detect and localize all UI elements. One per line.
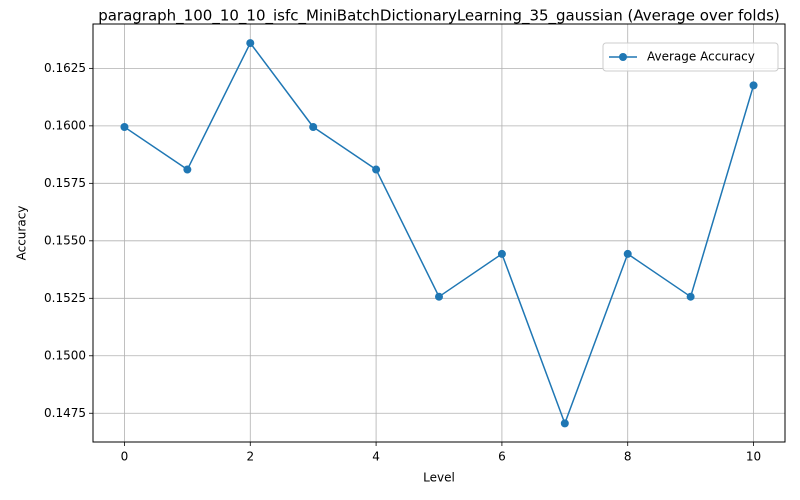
chart-title: paragraph_100_10_10_isfc_MiniBatchDictio… [98, 7, 780, 26]
x-axis-label: Level [423, 471, 455, 485]
data-point [372, 165, 381, 174]
x-tick-label: 8 [624, 450, 632, 464]
y-tick-label: 0.1575 [44, 176, 86, 190]
y-tick-label: 0.1550 [44, 233, 86, 247]
data-point [120, 123, 129, 132]
data-point [497, 249, 506, 258]
data-point [560, 419, 569, 428]
y-axis-label: Accuracy [15, 206, 29, 261]
data-point [435, 292, 443, 301]
plot-frame [92, 23, 786, 443]
data-point [183, 165, 192, 174]
legend-box [602, 42, 779, 72]
data-point [749, 81, 758, 90]
legend-marker-swatch [619, 53, 627, 61]
data-point [686, 292, 695, 301]
series-line [124, 42, 755, 425]
y-tick-label: 0.1600 [44, 118, 86, 132]
y-tick-label: 0.1475 [44, 406, 86, 420]
y-tick-label: 0.1525 [44, 291, 86, 305]
x-tick-label: 10 [746, 450, 761, 464]
y-tick-label: 0.1500 [44, 348, 86, 362]
x-tick-label: 4 [372, 450, 380, 464]
data-point [246, 39, 255, 48]
legend-label: Average Accuracy [647, 50, 755, 64]
x-tick-label: 0 [121, 450, 129, 464]
data-point [309, 123, 318, 132]
tick-layer: 0 2 4 6 8 10 0.1475 0.1500 0.1525 0.1550 0.1575 0.1… [44, 61, 761, 464]
y-tick-label: 0.1625 [44, 61, 86, 75]
series-layer [120, 39, 758, 428]
data-point [623, 249, 632, 258]
grid-layer [93, 24, 785, 442]
x-tick-label: 6 [498, 450, 506, 464]
legend: Average Accuracy [602, 42, 779, 72]
x-tick-label: 2 [246, 450, 254, 464]
